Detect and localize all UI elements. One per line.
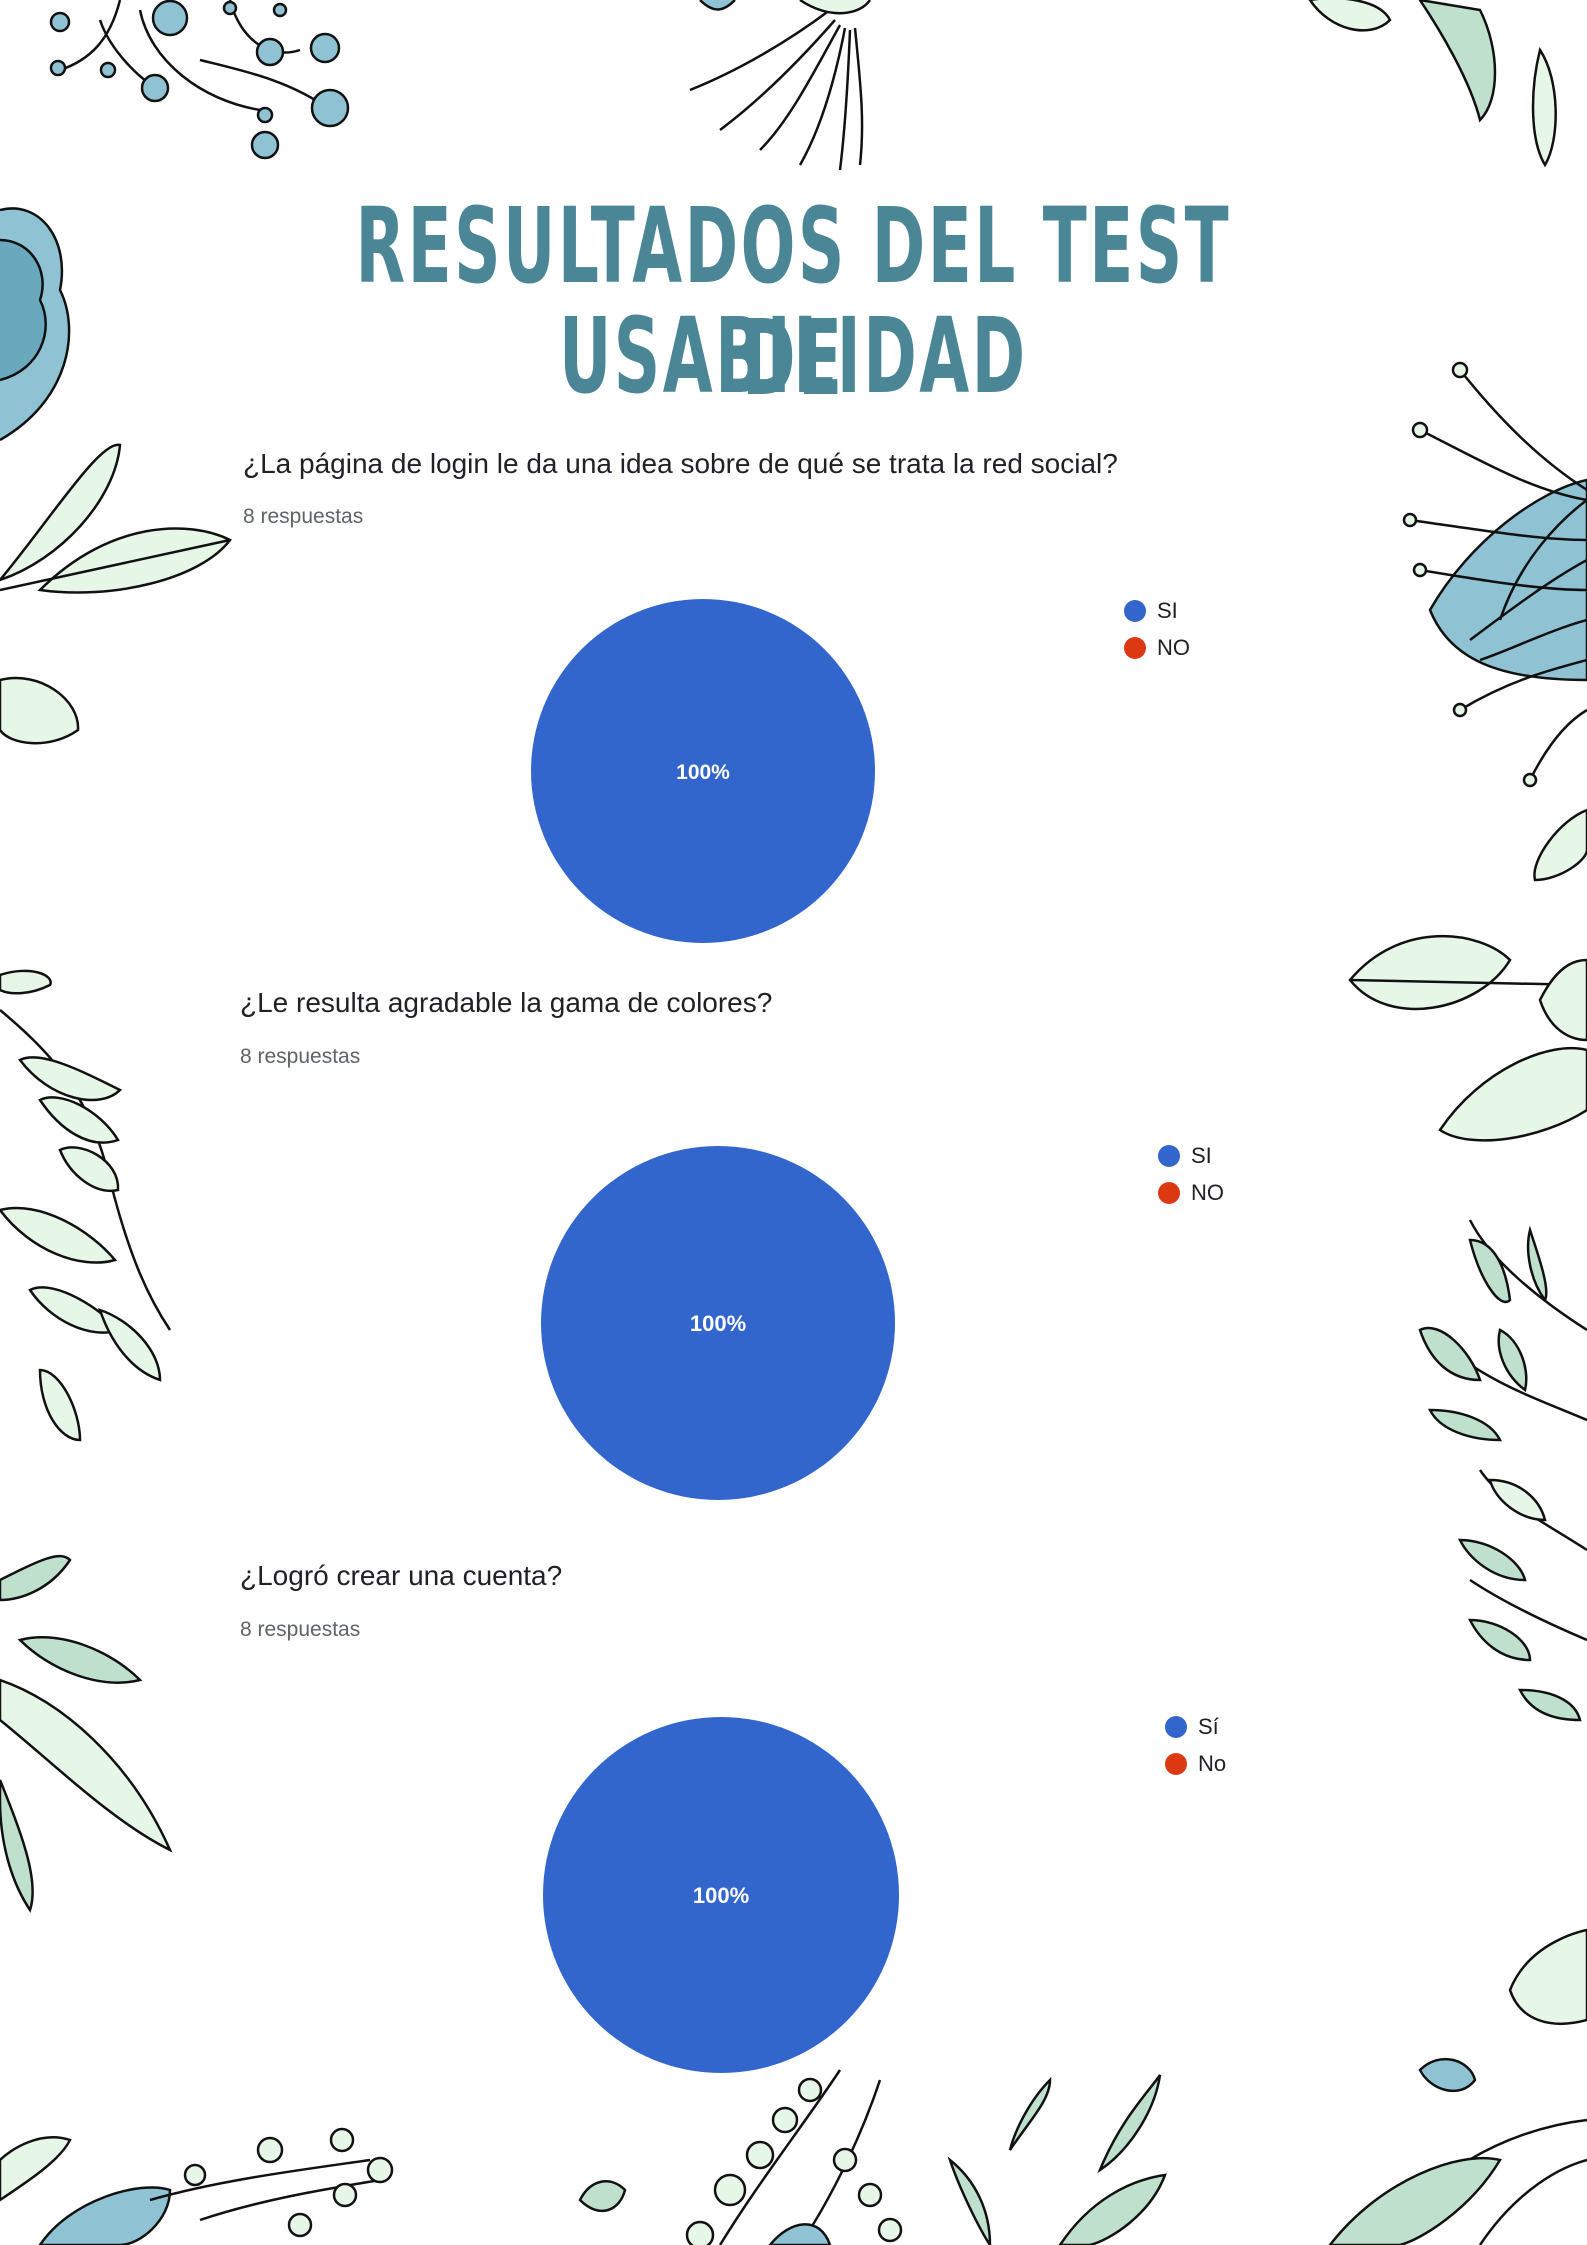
pie-data-label: 100% [693, 1883, 749, 1908]
pie-slice-sí [543, 1717, 899, 2073]
pie-slice-si [541, 1146, 895, 1500]
legend-item-no: No [1165, 1745, 1226, 1782]
chart-2-pie: 100% [541, 1146, 895, 1500]
legend-label: No [1198, 1750, 1227, 1776]
pie-data-label: 100% [690, 1311, 746, 1336]
legend-label: Sí [1198, 1713, 1219, 1739]
pie-slices [541, 1146, 895, 1500]
page-title-line-2: USABILIDAD [558, 295, 1028, 417]
legend-item-si: Sí [1165, 1708, 1226, 1745]
chart-1-question: ¿La página de login le da una idea sobre… [243, 448, 1118, 479]
legend-swatch-red [1165, 1752, 1187, 1775]
legend-item-no: NO [1124, 629, 1190, 666]
legend-item-si: SI [1158, 1137, 1224, 1174]
pie-data-label: 100% [676, 761, 730, 784]
legend-label: NO [1191, 1179, 1224, 1205]
legend-label: SI [1157, 597, 1178, 623]
legend-swatch-red [1124, 636, 1146, 659]
chart-2-question: ¿Le resulta agradable la gama de colores… [240, 987, 773, 1018]
legend-swatch-blue [1124, 599, 1146, 622]
pie-slice-si [531, 599, 875, 943]
page-title-line-1: RESULTADOS DEL TEST DE [355, 185, 1232, 419]
chart-3-response-count: 8 respuestas [240, 1618, 361, 1641]
legend-swatch-red [1158, 1181, 1180, 1204]
chart-3-question: ¿Logró crear una cuenta? [240, 1560, 563, 1591]
chart-1-response-count: 8 respuestas [243, 505, 364, 528]
pie-slices [531, 599, 875, 943]
pie-slices [543, 1717, 899, 2073]
legend-label: NO [1157, 634, 1190, 660]
legend-item-no: NO [1158, 1174, 1224, 1211]
legend-swatch-blue [1165, 1715, 1187, 1738]
chart-2-legend: SI NO [1158, 1137, 1224, 1211]
chart-1-legend: SI NO [1124, 592, 1190, 666]
chart-3-legend: Sí No [1165, 1708, 1226, 1782]
chart-3-pie: 100% [543, 1717, 899, 2073]
legend-item-si: SI [1124, 592, 1190, 629]
legend-swatch-blue [1158, 1144, 1180, 1167]
legend-label: SI [1191, 1142, 1212, 1168]
chart-1-pie: 100% [531, 599, 875, 943]
chart-2-response-count: 8 respuestas [240, 1045, 361, 1068]
